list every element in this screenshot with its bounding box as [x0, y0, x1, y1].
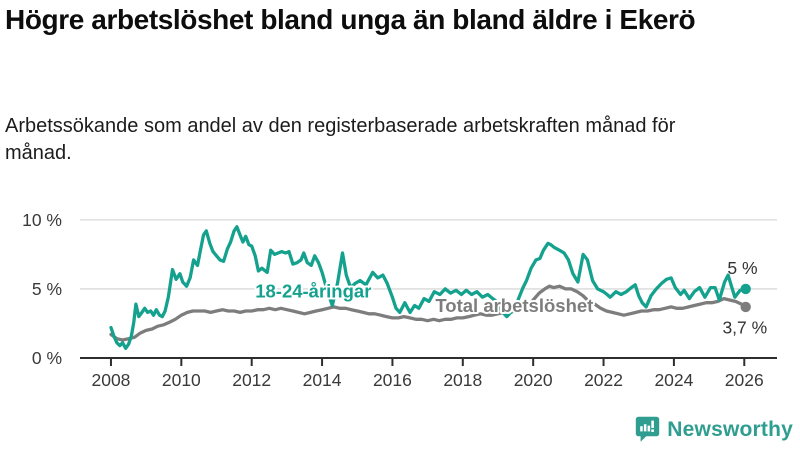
series-line-youth	[109, 225, 748, 350]
x-tick-label: 2014	[303, 370, 342, 390]
series-label-youth: 18-24-åringar	[255, 281, 371, 302]
x-tick-label: 2008	[91, 370, 130, 390]
page-subtitle: Arbetssökande som andel av den registerb…	[5, 115, 676, 164]
y-tick-label: 5 %	[32, 279, 62, 299]
x-tick-label: 2024	[654, 370, 693, 390]
x-tick-label: 2026	[725, 370, 764, 390]
series-label-total: Total arbetslöshet	[435, 295, 593, 316]
series-end-value-total: 3,7 %	[722, 318, 767, 338]
y-tick-label: 0 %	[32, 348, 62, 368]
newsworthy-logo[interactable]: Newsworthy	[635, 416, 793, 443]
series-end-dot-total	[740, 301, 751, 313]
newsworthy-icon	[636, 416, 660, 442]
page-title: Högre arbetslöshet bland unga än bland ä…	[5, 4, 696, 35]
y-tick-label: 10 %	[22, 210, 62, 230]
x-tick-label: 2022	[584, 370, 623, 390]
series-end-dot-youth	[740, 283, 751, 295]
series-end-value-youth: 5 %	[727, 258, 757, 278]
x-tick-label: 2018	[443, 370, 482, 390]
x-tick-label: 2020	[514, 370, 553, 390]
series-line-total	[109, 284, 748, 342]
newsworthy-wordmark: Newsworthy	[667, 417, 793, 441]
x-tick-label: 2016	[373, 370, 412, 390]
x-tick-label: 2010	[162, 370, 201, 390]
x-tick-label: 2012	[232, 370, 271, 390]
